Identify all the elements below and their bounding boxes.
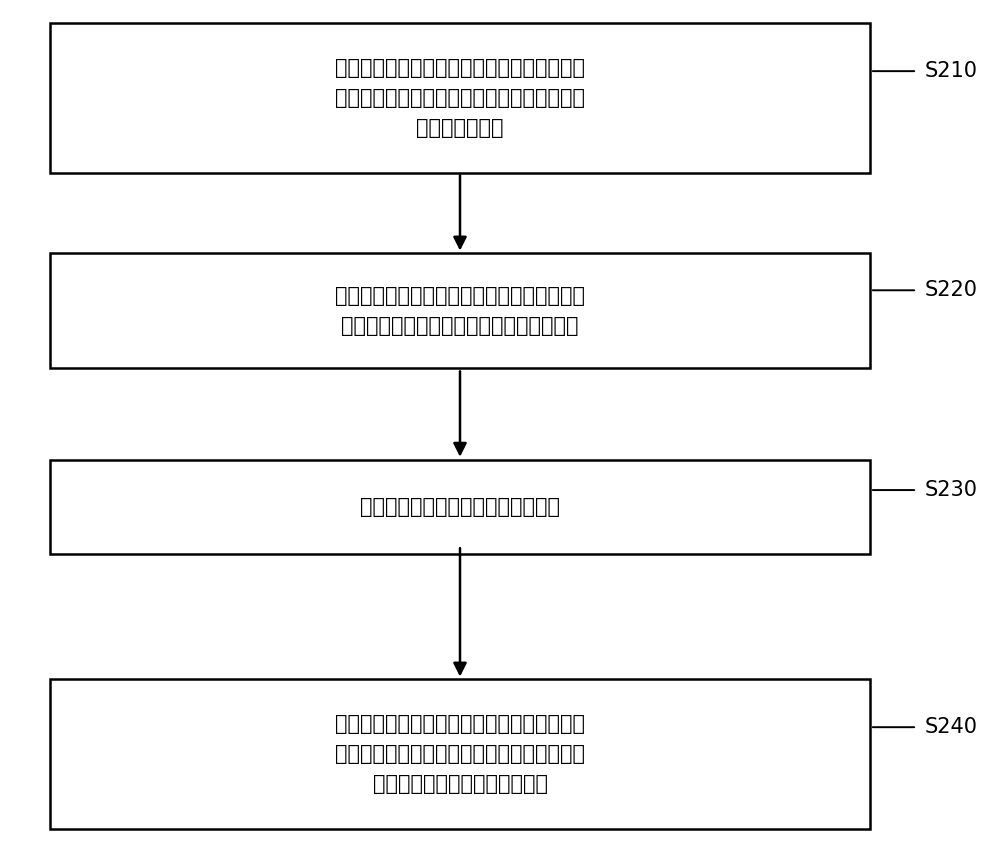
Text: 获取每个第一漏洞条目对应的补充描述信息；
补充描述信息包含用于描述第一漏洞条目对应
漏洞的关键要素: 获取每个第一漏洞条目对应的补充描述信息； 补充描述信息包含用于描述第一漏洞条目对… — [335, 59, 585, 137]
Text: 将第二漏洞条目与目标存储库中的各漏洞文件
进行匹配，将匹配结果中与第二漏洞条目相匹
配的漏洞文件作为目标漏洞文件: 将第二漏洞条目与目标存储库中的各漏洞文件 进行匹配，将匹配结果中与第二漏洞条目相… — [335, 715, 585, 793]
Bar — [50, 460, 870, 554]
Text: 确定第二漏洞条目对应的目标存储库: 确定第二漏洞条目对应的目标存储库 — [360, 497, 560, 517]
Bar — [50, 24, 870, 172]
Text: S220: S220 — [925, 280, 978, 300]
Text: 基于补充描述信息，对第一漏洞条目中的原始
描述信息进行增强处理，得到第二漏洞条目: 基于补充描述信息，对第一漏洞条目中的原始 描述信息进行增强处理，得到第二漏洞条目 — [335, 286, 585, 336]
Text: S230: S230 — [925, 480, 978, 500]
Text: S210: S210 — [925, 61, 978, 81]
Bar — [50, 680, 870, 828]
Bar — [50, 254, 870, 368]
Text: S240: S240 — [925, 717, 978, 737]
